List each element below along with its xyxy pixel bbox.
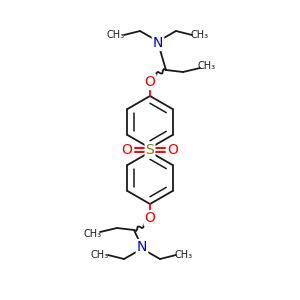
Text: CH₃: CH₃ (91, 250, 109, 260)
Text: N: N (153, 36, 163, 50)
Text: O: O (145, 75, 155, 89)
Text: O: O (168, 143, 178, 157)
Text: CH₃: CH₃ (107, 30, 125, 40)
Text: CH₃: CH₃ (175, 250, 193, 260)
Text: CH₃: CH₃ (84, 229, 102, 239)
Text: N: N (137, 240, 147, 254)
Text: S: S (146, 143, 154, 157)
Text: O: O (145, 211, 155, 225)
Text: O: O (122, 143, 132, 157)
Text: CH₃: CH₃ (198, 61, 216, 71)
Text: CH₃: CH₃ (191, 30, 209, 40)
